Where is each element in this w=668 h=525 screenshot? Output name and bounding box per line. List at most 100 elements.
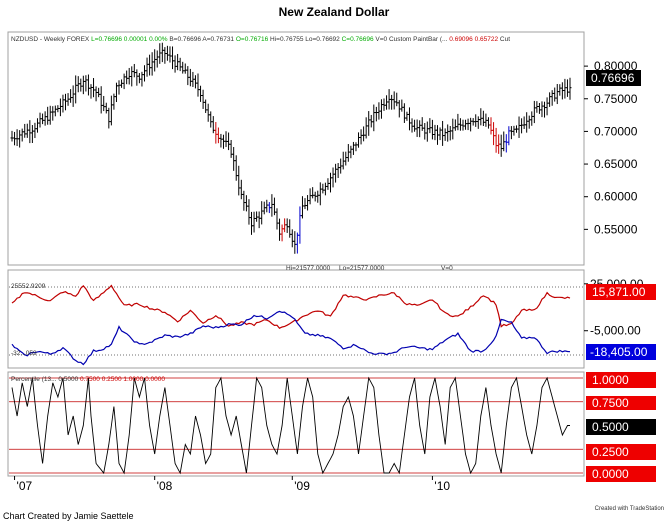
legend-part: 0.0000 [145, 376, 165, 383]
price-bar [48, 105, 52, 125]
price-bar [374, 106, 378, 122]
price-bar [357, 132, 361, 148]
price-bar [367, 111, 371, 136]
cot-lower-level: -32...059 [11, 350, 37, 357]
price-bar [227, 132, 231, 151]
price-bar [224, 131, 228, 148]
legend-part: 1.0000 [123, 376, 145, 383]
price-bar [479, 108, 483, 126]
header-part: 0.65722 [475, 36, 500, 43]
price-bar [137, 73, 141, 84]
price-bar [79, 78, 83, 92]
price-bar [415, 119, 419, 137]
price-bar [540, 101, 544, 118]
price-bar [117, 80, 121, 95]
price-bar [359, 129, 363, 145]
price-bar [234, 155, 238, 181]
price-bar [112, 93, 116, 110]
price-bar [204, 99, 208, 113]
pct-label-025-box [586, 444, 656, 460]
price-bar [369, 114, 373, 128]
percentile-lines [9, 376, 583, 475]
price-bar [160, 42, 164, 63]
header-part: L=0.76696 [91, 36, 124, 43]
header-part: V=0 [375, 36, 389, 43]
hi-annotation: Hi=21577.0000 [286, 265, 331, 272]
price-bar [33, 122, 37, 139]
header-part: 0.00001 [124, 36, 149, 43]
cot-y-tick-label: -5,000.00 [590, 324, 641, 338]
price-y-tick-label: 0.65000 [594, 157, 638, 171]
price-bar [362, 126, 366, 142]
price-bar [165, 45, 169, 61]
price-bar [395, 92, 399, 107]
price-bar [568, 77, 572, 100]
price-bar [214, 121, 218, 144]
price-bar [260, 201, 264, 225]
price-bar [364, 117, 368, 139]
price-bar [492, 122, 496, 146]
price-bar [46, 106, 50, 125]
price-bar [173, 55, 177, 73]
price-bar [316, 190, 320, 203]
price-bar [328, 172, 332, 193]
price-bar [239, 179, 243, 200]
price-bar [507, 126, 511, 146]
price-y-tick-label: 0.60000 [594, 190, 638, 204]
credit-right: Created with TradeStation [595, 506, 664, 512]
header-part: O=0.76716 [236, 36, 270, 43]
price-bars [10, 42, 572, 254]
price-bar [308, 188, 312, 205]
cot-series-line [11, 284, 571, 329]
header-part: 0.00% [149, 36, 169, 43]
price-bar [84, 75, 88, 92]
price-bar [430, 119, 434, 140]
header-part: Cut [500, 36, 510, 43]
price-bar [221, 134, 225, 149]
price-bar [474, 114, 478, 127]
price-bar [504, 134, 508, 153]
price-bar [145, 57, 149, 77]
price-bar [321, 183, 325, 194]
price-bar [486, 117, 490, 129]
price-bar [525, 112, 529, 133]
cot-lines [9, 284, 583, 366]
price-bar [252, 211, 256, 233]
price-bar [407, 107, 411, 131]
price-bar [130, 66, 134, 87]
price-bar [257, 211, 261, 229]
price-bar [135, 69, 139, 86]
price-bar [178, 57, 182, 72]
price-bar [293, 231, 297, 254]
price-bar [199, 85, 203, 102]
price-bar [20, 128, 24, 142]
price-bar [201, 89, 205, 109]
price-bar [331, 167, 335, 188]
price-bar [132, 63, 136, 78]
price-bar [413, 119, 417, 132]
v-annotation: V=0 [441, 265, 453, 272]
price-bar [35, 118, 39, 133]
price-bar [89, 84, 93, 99]
price-bar [290, 229, 294, 248]
price-bar [69, 89, 73, 103]
cot-panel-frame [7, 269, 585, 369]
price-bar [298, 206, 302, 244]
price-bar [244, 195, 248, 212]
price-bar [456, 113, 460, 131]
cot-blue-value-box [586, 344, 656, 360]
price-bar [334, 163, 338, 183]
pct-label-1: 1.0000 [592, 373, 629, 387]
price-bar [61, 94, 65, 113]
price-y-tick-label: 0.55000 [594, 222, 638, 236]
price-bar [318, 182, 322, 206]
price-bar [43, 111, 47, 126]
price-bar [183, 63, 187, 74]
price-bar [545, 97, 549, 116]
x-axis-tick-label: '09 [294, 479, 310, 493]
price-bar [344, 151, 348, 166]
price-bar [527, 115, 531, 129]
price-bar [288, 219, 292, 238]
price-bar [489, 117, 493, 135]
price-bar [537, 102, 541, 114]
